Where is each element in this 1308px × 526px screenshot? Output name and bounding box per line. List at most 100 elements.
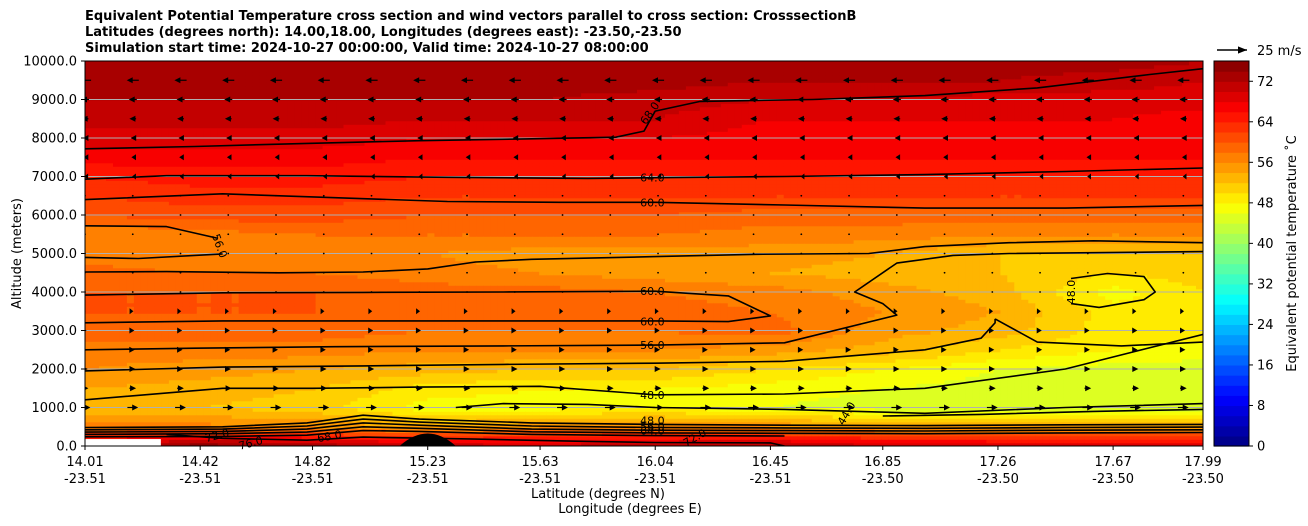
field-cell (140, 208, 149, 213)
field-cell (259, 232, 268, 237)
field-cell (231, 148, 240, 153)
field-cell (113, 127, 121, 132)
field-cell (238, 103, 247, 108)
field-cell (99, 113, 107, 118)
field-cell (113, 120, 121, 125)
field-cell (168, 362, 177, 367)
field-cell (113, 124, 121, 129)
field-cell (210, 257, 219, 262)
field-cell (126, 267, 135, 272)
field-cell (99, 253, 107, 258)
field-cell (203, 243, 212, 248)
field-cell (203, 155, 212, 160)
field-cell (238, 274, 247, 279)
field-cell (168, 285, 177, 290)
field-cell (217, 201, 226, 206)
field-cell (161, 355, 170, 360)
field-cell (154, 92, 163, 97)
field-cell (231, 299, 240, 304)
field-cell (133, 120, 142, 125)
field-cell (238, 141, 247, 146)
field-cell (196, 330, 205, 335)
field-cell (106, 173, 114, 178)
field-cell (245, 390, 254, 395)
field-cell (175, 407, 184, 412)
field-cell (245, 442, 254, 446)
field-cell (259, 183, 268, 188)
field-cell (119, 138, 128, 143)
field-cell (245, 432, 254, 437)
field-cell (189, 323, 198, 328)
field-cell (252, 439, 261, 444)
field-cell (238, 201, 247, 206)
field-cell (99, 145, 107, 150)
field-cell (231, 414, 240, 419)
field-cell (133, 141, 142, 146)
field-cell (182, 138, 191, 143)
field-cell (140, 152, 149, 157)
field-cell (133, 295, 142, 300)
field-cell (210, 99, 219, 104)
field-cell (231, 197, 240, 202)
field-cell (168, 99, 177, 104)
field-cell (133, 435, 142, 440)
field-cell (231, 407, 240, 412)
field-cell (126, 260, 135, 265)
field-cell (217, 141, 226, 146)
field-cell (119, 61, 128, 66)
field-cell (126, 211, 135, 216)
field-cell (140, 113, 149, 118)
field-cell (99, 246, 107, 251)
field-cell (217, 92, 226, 97)
field-cell (99, 421, 107, 426)
field-cell (175, 131, 184, 136)
field-cell (175, 299, 184, 304)
field-cell (217, 250, 226, 255)
field-cell (203, 288, 212, 293)
field-cell (106, 285, 114, 290)
field-cell (85, 323, 93, 328)
field-cell (196, 355, 205, 360)
field-cell (154, 208, 163, 213)
field-cell (245, 232, 254, 237)
field-cell (259, 260, 268, 265)
field-cell (119, 299, 128, 304)
field-cell (196, 411, 205, 416)
field-cell (203, 187, 212, 192)
field-cell (224, 204, 233, 209)
field-cell (210, 229, 219, 234)
field-cell (252, 414, 261, 419)
field-cell (238, 159, 247, 164)
field-cell (133, 64, 142, 69)
field-cell (161, 407, 170, 412)
field-cell (196, 246, 205, 251)
field-cell (231, 257, 240, 262)
field-cell (259, 169, 268, 174)
field-cell (238, 204, 247, 209)
field-cell (217, 215, 226, 220)
field-cell (126, 120, 135, 125)
field-cell (217, 229, 226, 234)
field-cell (133, 71, 142, 76)
field-cell (189, 183, 198, 188)
field-cell (106, 351, 114, 356)
field-cell (196, 428, 205, 433)
field-cell (85, 201, 93, 206)
field-cell (231, 323, 240, 328)
field-cell (99, 127, 107, 132)
field-cell (224, 337, 233, 342)
field-cell (106, 215, 114, 220)
field-cell (238, 131, 247, 136)
field-cell (238, 183, 247, 188)
field-cell (140, 330, 149, 335)
field-cell (133, 372, 142, 377)
field-cell (106, 309, 114, 314)
field-cell (140, 281, 149, 286)
field-cell (113, 397, 121, 402)
field-cell (259, 131, 268, 136)
field-cell (231, 243, 240, 248)
field-cell (147, 299, 156, 304)
field-cell (224, 411, 233, 416)
field-cell (217, 243, 226, 248)
field-cell (224, 351, 233, 356)
